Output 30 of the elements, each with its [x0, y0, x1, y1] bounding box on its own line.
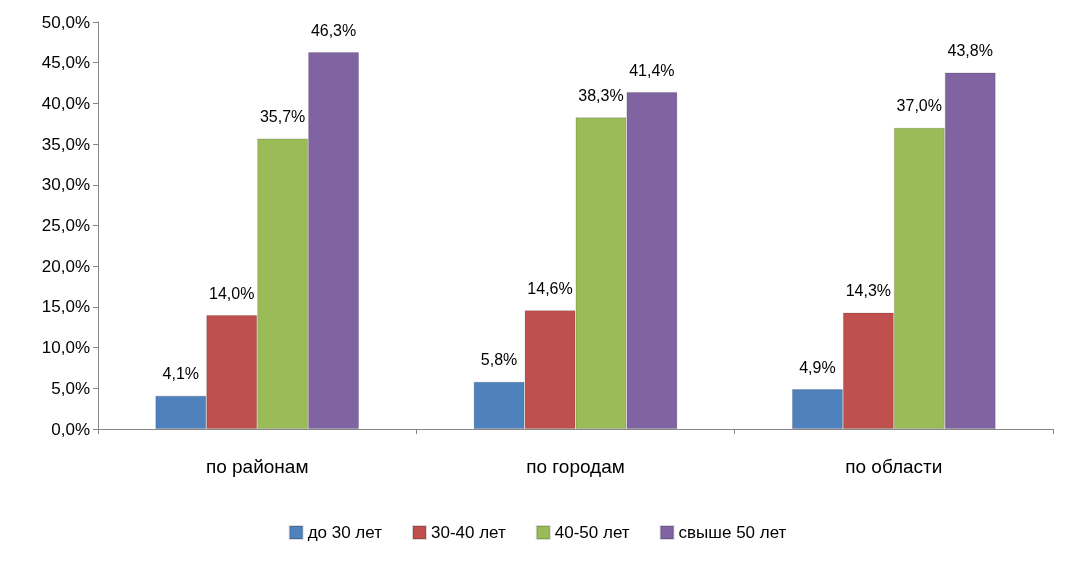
data-label: 37,0%	[896, 97, 942, 115]
x-tick-label: по районам	[205, 456, 309, 477]
data-label: 41,4%	[629, 61, 675, 79]
y-tick-label: 10,0%	[41, 338, 90, 358]
y-tick-label: 45,0%	[41, 53, 90, 73]
y-tick-label: 30,0%	[41, 175, 90, 195]
y-tick-label: 25,0%	[41, 216, 90, 235]
y-tick-label: 50,0%	[41, 12, 90, 32]
y-tick-label: 5,0%	[51, 378, 90, 398]
data-label: 14,0%	[209, 284, 255, 302]
y-tick-label: 15,0%	[41, 297, 90, 317]
x-tick-label: по городам	[526, 456, 625, 477]
y-tick-label: 20,0%	[41, 256, 90, 276]
y-tick-label: 40,0%	[41, 93, 90, 113]
legend-label: свыше 50 лет	[678, 523, 787, 542]
data-label: 5,8%	[480, 351, 518, 369]
data-label: 14,3%	[845, 282, 892, 300]
data-label: 14,6%	[527, 279, 573, 297]
data-label: 38,3%	[578, 86, 624, 104]
data-label: 43,8%	[947, 41, 993, 59]
data-label: 35,7%	[259, 107, 306, 125]
y-tick-label: 0,0%	[51, 419, 90, 439]
legend-label: до 30 лет	[307, 523, 383, 542]
legend-label: 30-40 лет	[430, 523, 506, 542]
data-label: 4,9%	[799, 358, 836, 376]
x-tick-label: по области	[845, 456, 943, 477]
data-label: 4,1%	[162, 365, 199, 383]
data-label: 46,3%	[310, 21, 357, 39]
y-tick-label: 35,0%	[41, 134, 90, 154]
legend-label: 40-50 лет	[554, 523, 630, 542]
